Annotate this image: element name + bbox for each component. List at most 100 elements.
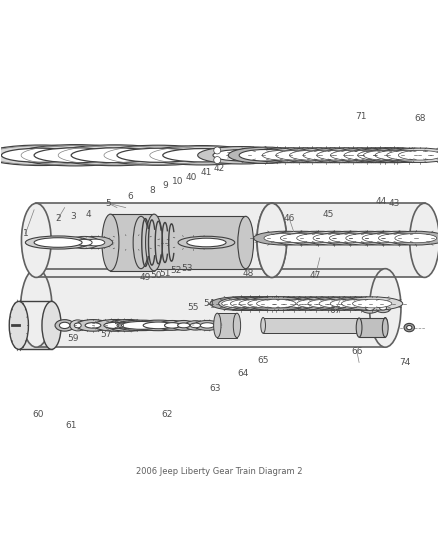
- Circle shape: [213, 147, 220, 154]
- Ellipse shape: [363, 150, 406, 160]
- Ellipse shape: [252, 297, 313, 310]
- Ellipse shape: [330, 297, 391, 310]
- Ellipse shape: [318, 231, 381, 245]
- Bar: [271, 203, 424, 277]
- Ellipse shape: [318, 148, 386, 163]
- Text: 54: 54: [202, 299, 214, 308]
- Ellipse shape: [397, 150, 438, 160]
- Ellipse shape: [302, 231, 364, 245]
- Text: 62: 62: [161, 410, 173, 419]
- Ellipse shape: [178, 236, 234, 249]
- Text: 46: 46: [283, 214, 294, 223]
- Bar: [36, 269, 385, 347]
- Ellipse shape: [303, 150, 348, 160]
- Ellipse shape: [263, 233, 305, 243]
- Ellipse shape: [1, 148, 80, 163]
- Ellipse shape: [244, 297, 307, 311]
- Circle shape: [261, 157, 268, 164]
- Ellipse shape: [164, 322, 180, 328]
- Ellipse shape: [117, 148, 199, 163]
- Bar: [19, 301, 51, 350]
- Text: 60: 60: [33, 410, 44, 419]
- Ellipse shape: [9, 301, 28, 350]
- Text: 1: 1: [22, 229, 28, 238]
- Ellipse shape: [346, 148, 413, 163]
- Text: 2: 2: [55, 214, 61, 223]
- Text: 44: 44: [374, 197, 385, 206]
- Ellipse shape: [307, 297, 368, 310]
- Ellipse shape: [74, 323, 81, 328]
- Ellipse shape: [335, 231, 397, 245]
- Ellipse shape: [162, 149, 241, 162]
- Ellipse shape: [352, 148, 417, 163]
- Ellipse shape: [280, 233, 321, 243]
- Text: 40: 40: [185, 173, 196, 182]
- Ellipse shape: [256, 203, 286, 277]
- Ellipse shape: [384, 231, 438, 245]
- Ellipse shape: [190, 323, 200, 328]
- Ellipse shape: [355, 318, 361, 337]
- Ellipse shape: [256, 299, 295, 308]
- Ellipse shape: [381, 318, 387, 337]
- Text: 43: 43: [388, 199, 399, 208]
- Ellipse shape: [236, 297, 298, 311]
- Text: 50: 50: [150, 271, 162, 280]
- Ellipse shape: [71, 148, 158, 163]
- Ellipse shape: [70, 320, 85, 331]
- Ellipse shape: [69, 237, 99, 248]
- Ellipse shape: [361, 233, 403, 243]
- Ellipse shape: [375, 148, 438, 163]
- Text: 71: 71: [355, 111, 366, 120]
- Ellipse shape: [285, 297, 346, 310]
- Ellipse shape: [76, 239, 92, 246]
- Ellipse shape: [230, 299, 269, 308]
- Ellipse shape: [241, 297, 302, 310]
- Ellipse shape: [104, 322, 125, 328]
- Ellipse shape: [212, 150, 269, 161]
- Ellipse shape: [252, 299, 291, 308]
- Bar: [36, 203, 271, 277]
- Ellipse shape: [264, 148, 332, 163]
- Ellipse shape: [357, 150, 402, 160]
- Ellipse shape: [403, 324, 413, 332]
- Ellipse shape: [379, 306, 386, 310]
- Ellipse shape: [145, 146, 258, 165]
- Ellipse shape: [289, 150, 334, 160]
- Ellipse shape: [296, 233, 338, 243]
- Ellipse shape: [274, 297, 335, 310]
- Ellipse shape: [329, 299, 369, 308]
- Ellipse shape: [233, 313, 240, 337]
- Ellipse shape: [318, 299, 357, 308]
- Ellipse shape: [85, 322, 101, 328]
- Polygon shape: [110, 214, 154, 271]
- Text: 8: 8: [148, 185, 155, 195]
- Ellipse shape: [34, 148, 117, 163]
- Ellipse shape: [352, 299, 391, 308]
- Ellipse shape: [360, 303, 379, 313]
- Ellipse shape: [286, 231, 348, 245]
- Text: 45: 45: [322, 209, 333, 219]
- Text: 65: 65: [257, 356, 268, 365]
- Ellipse shape: [34, 238, 82, 247]
- Text: 6: 6: [127, 192, 133, 201]
- Ellipse shape: [263, 297, 324, 310]
- Ellipse shape: [260, 318, 265, 333]
- Ellipse shape: [332, 148, 400, 163]
- Ellipse shape: [341, 299, 380, 308]
- Ellipse shape: [269, 231, 332, 245]
- Ellipse shape: [378, 233, 420, 243]
- Ellipse shape: [184, 321, 205, 330]
- Text: 59: 59: [67, 334, 79, 343]
- Ellipse shape: [365, 305, 374, 310]
- Text: 47: 47: [309, 271, 321, 280]
- Text: 52: 52: [170, 266, 181, 276]
- Ellipse shape: [200, 323, 214, 328]
- Ellipse shape: [330, 150, 375, 160]
- Ellipse shape: [171, 320, 195, 330]
- Ellipse shape: [158, 320, 186, 330]
- Ellipse shape: [406, 326, 411, 330]
- Text: 2006 Jeep Liberty Gear Train Diagram 2: 2006 Jeep Liberty Gear Train Diagram 2: [136, 467, 302, 476]
- Ellipse shape: [78, 237, 113, 248]
- Text: 63: 63: [209, 384, 220, 393]
- Ellipse shape: [17, 144, 134, 166]
